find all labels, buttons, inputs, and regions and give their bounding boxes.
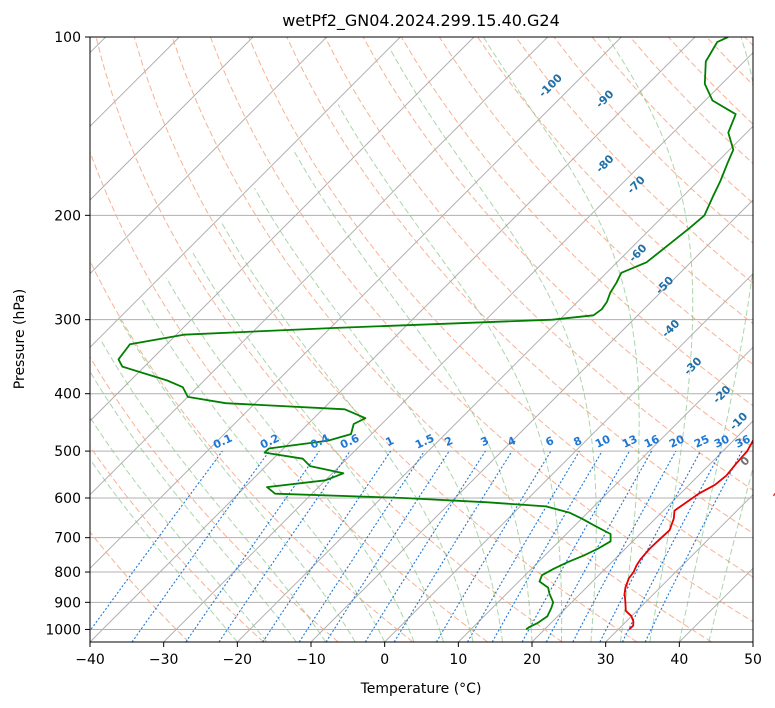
- moist-adiabat-line: [90, 458, 238, 642]
- moist-adiabats: [90, 37, 753, 642]
- isotherm-line: [384, 272, 753, 642]
- isotherm-line: [236, 125, 753, 642]
- chart-title: wetPf2_GN04.2024.299.15.40.G24: [282, 11, 560, 31]
- dry-adiabat-line: [90, 150, 488, 642]
- mixing-ratio-line: [131, 450, 270, 642]
- isotherm-annotation: 10: [770, 484, 775, 504]
- isotherm-gridlines: [90, 37, 753, 642]
- mixing-ratio-line: [572, 450, 677, 642]
- y-tick-label: 1000: [45, 622, 81, 638]
- dry-adiabat-line: [95, 37, 563, 642]
- plot-area: [90, 37, 753, 642]
- moist-adiabat-line: [678, 37, 753, 642]
- mixing-ratio-label: 36: [733, 432, 753, 450]
- y-axis-title: Pressure (hPa): [12, 289, 28, 389]
- x-tick-label: −10: [296, 652, 326, 668]
- dry-adiabat-line: [248, 37, 753, 578]
- dry-adiabat-line: [210, 37, 753, 623]
- dry-adiabat-line: [90, 445, 264, 642]
- mixing-ratio-label: 16: [642, 432, 662, 450]
- x-tick-label: 10: [449, 652, 467, 668]
- y-axis-ticks: 100 200 300 400 500 600 700 800 900 1000: [45, 30, 90, 638]
- dry-adiabats: [90, 37, 753, 642]
- y-tick-label: 800: [54, 565, 81, 581]
- isotherm-line: [90, 37, 475, 422]
- plot-frame: [89, 36, 754, 643]
- isotherm-line: [90, 37, 696, 642]
- temperature-line: [623, 438, 753, 631]
- y-tick-label: 100: [54, 30, 81, 46]
- dewpoint-line: [117, 37, 737, 631]
- x-tick-label: 0: [380, 652, 389, 668]
- y-tick-label: 700: [54, 531, 81, 547]
- mixing-ratio-line: [644, 450, 743, 642]
- x-tick-label: −20: [223, 652, 253, 668]
- dry-adiabat-line: [133, 37, 638, 642]
- moist-adiabat-line: [100, 340, 327, 642]
- mixing-ratio-line: [185, 450, 320, 642]
- x-axis-ticks: −40 −30 −20 −10 0 10 20 30 40 50: [75, 642, 762, 668]
- dry-adiabat-line: [400, 37, 753, 407]
- dry-adiabat-line: [515, 37, 753, 284]
- dry-adiabat-line: [286, 37, 753, 534]
- isotherm-line: [605, 493, 753, 642]
- y-tick-label: 900: [54, 595, 81, 611]
- mixing-ratio-line: [90, 450, 223, 632]
- mixing-ratio-line: [298, 450, 425, 642]
- dry-adiabat-line: [438, 37, 753, 366]
- mixing-ratio-line: [491, 450, 603, 642]
- isotherm-line: [163, 51, 753, 642]
- moist-adiabat-line: [220, 221, 474, 642]
- moist-adiabat-line: [337, 104, 563, 642]
- x-axis-title: Temperature (°C): [360, 681, 482, 697]
- isotherm-line: [90, 37, 549, 496]
- x-tick-label: 20: [523, 652, 541, 668]
- dry-adiabat-line: [171, 37, 712, 642]
- moist-adiabat-line: [165, 277, 415, 642]
- mixing-ratio-label: 25: [692, 432, 711, 450]
- x-tick-label: 30: [597, 652, 615, 668]
- moist-adiabat-line: [389, 49, 597, 642]
- y-tick-label: 200: [54, 208, 81, 224]
- isotherm-line: [90, 37, 622, 570]
- mixing-ratio-line: [262, 450, 392, 642]
- mixing-ratio-label: 10: [593, 432, 613, 450]
- mixing-ratio-line: [325, 450, 450, 642]
- isotherm-line: [531, 420, 753, 642]
- moist-adiabat-line: [140, 297, 386, 642]
- mixing-ratio-label: 13: [620, 432, 639, 450]
- y-tick-label: 400: [54, 387, 81, 403]
- y-tick-label: 600: [54, 491, 81, 507]
- dry-adiabat-line: [90, 259, 414, 642]
- mixing-ratio-line: [218, 450, 351, 642]
- moist-adiabat-line: [482, 37, 640, 642]
- moist-adiabat-line: [191, 251, 445, 642]
- dry-adiabat-line: [90, 356, 339, 642]
- isotherm-line: [90, 37, 254, 201]
- isotherm-line: [90, 37, 328, 275]
- x-tick-label: 50: [744, 652, 762, 668]
- y-tick-label: 500: [54, 444, 81, 460]
- moist-adiabat-line: [607, 37, 694, 642]
- mixing-ratio-line: [393, 450, 513, 642]
- mixing-ratio-line: [545, 450, 653, 642]
- dry-adiabat-line: [90, 531, 190, 642]
- x-tick-label: −40: [75, 652, 105, 668]
- x-tick-label: 40: [670, 652, 688, 668]
- moist-adiabat-line: [254, 187, 503, 642]
- moist-adiabat-line: [292, 149, 533, 642]
- moist-adiabat-line: [90, 416, 268, 642]
- mixing-ratio-label: 30: [712, 432, 732, 450]
- isotherm-line: [90, 37, 401, 349]
- moist-adiabat-line: [90, 370, 297, 642]
- y-tick-label: 300: [54, 313, 81, 329]
- x-tick-label: −30: [149, 652, 179, 668]
- mixing-ratio-label: 20: [667, 432, 687, 450]
- isobar-gridlines: [90, 37, 753, 630]
- moist-adiabat-line: [119, 319, 356, 642]
- profile-series: [117, 37, 753, 631]
